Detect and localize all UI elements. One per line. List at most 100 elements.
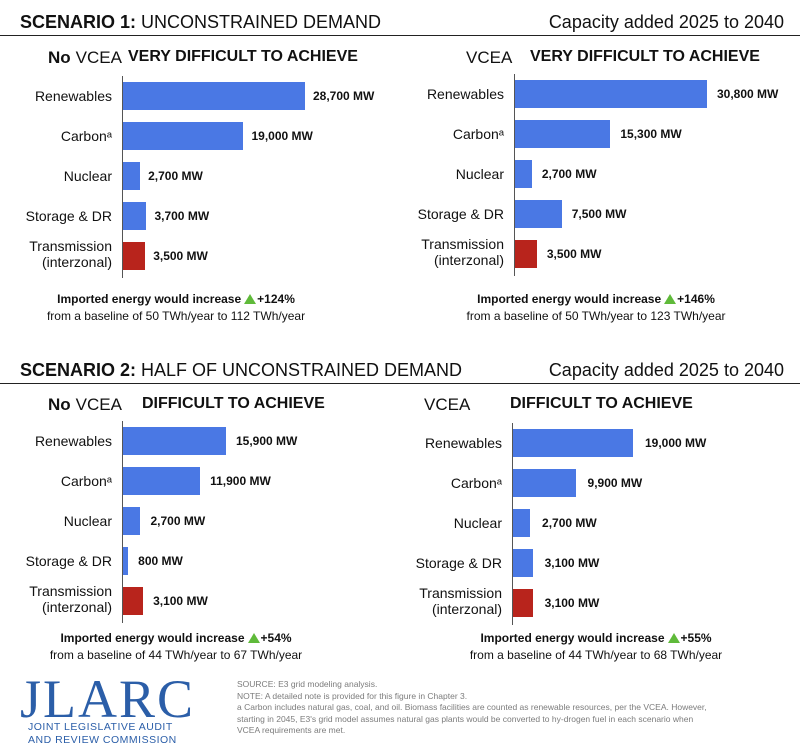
baseline-note: from a baseline of 50 TWh/year to 112 TW… [46, 309, 306, 323]
imported-energy-note: Imported energy would increase +146% [477, 292, 715, 306]
category-label: Renewables [424, 435, 502, 451]
chart-title: DIFFICULT TO ACHIEVE [510, 395, 693, 412]
bar [123, 587, 144, 615]
chart-axis-line [514, 74, 515, 276]
bar [513, 549, 533, 577]
baseline-note: from a baseline of 44 TWh/year to 68 TWh… [469, 648, 723, 662]
up-triangle-icon [244, 294, 257, 304]
category-label: Storage & DR [25, 208, 112, 224]
data-label: 28,700 MW [313, 89, 375, 103]
category-label: Transmission (interzonal) [421, 236, 504, 268]
scenario-2-title: SCENARIO 2: HALF OF UNCONSTRAINED DEMAND [20, 360, 463, 380]
data-label: 3,100 MW [544, 556, 600, 570]
bar [123, 547, 129, 575]
category-label: Transmission (interzonal) [29, 238, 112, 270]
scenario-2-capacity-label: Capacity added 2025 to 2040 [548, 360, 784, 380]
chart-scenario1-no-vcea: No VCEA VERY DIFFICULT TO ACHIEVE Renewable… [0, 48, 400, 328]
jlarc-logo: JLARC JOINT LEGISLATIVE AUDIT AND REVIEW… [20, 669, 230, 746]
data-label: 2,700 MW [541, 167, 597, 181]
data-label: 3,100 MW [153, 594, 208, 608]
data-label: 15,900 MW [236, 434, 298, 448]
category-label: Renewables [34, 433, 112, 449]
panel-label: VCEA [466, 48, 513, 67]
bar [123, 82, 305, 110]
bar [513, 429, 633, 457]
category-label: Nuclear [63, 168, 112, 184]
panel-label: VCEA [424, 395, 471, 414]
data-label: 3,100 MW [544, 596, 600, 610]
data-label: 9,900 MW [587, 476, 643, 490]
category-label: Transmission (interzonal) [29, 583, 112, 615]
chart-title: VERY DIFFICULT TO ACHIEVE [128, 48, 358, 65]
data-label: 30,800 MW [717, 87, 779, 101]
logo-subtitle-line2: AND REVIEW COMMISSION [28, 734, 177, 746]
panel-label: No VCEA [48, 48, 122, 67]
scenario-2-header: SCENARIO 2: HALF OF UNCONSTRAINED DEMAND… [0, 356, 800, 384]
chart-axis-line [512, 423, 513, 625]
note-detail: NOTE: A detailed note is provided for th… [237, 690, 468, 701]
chart-scenario2-vcea: VCEA DIFFICULT TO ACHIEVE Renewables 19,000… [400, 395, 800, 675]
note-carbon-b: starting in 2045, E3's grid model assume… [237, 713, 694, 724]
up-triangle-icon [667, 633, 680, 643]
data-label: 2,700 MW [148, 169, 203, 183]
bar [513, 469, 576, 497]
scenario-1-capacity-label: Capacity added 2025 to 2040 [548, 12, 784, 32]
footnotes: SOURCE: E3 grid modeling analysis. NOTE:… [237, 679, 797, 737]
data-label: 2,700 MW [542, 516, 597, 530]
category-label: Carbonᵃ [450, 475, 502, 491]
logo-wordmark: JLARC [20, 669, 196, 729]
data-label: 2,700 MW [150, 514, 206, 528]
bar [123, 122, 244, 150]
imported-energy-note: Imported energy would increase +124% [57, 292, 295, 306]
note-source: SOURCE: E3 grid modeling analysis. [237, 679, 378, 689]
category-label: Renewables [426, 86, 504, 102]
baseline-note: from a baseline of 44 TWh/year to 67 TWh… [49, 648, 303, 662]
scenario-1-title: SCENARIO 1: UNCONSTRAINED DEMAND [20, 12, 382, 32]
chart-title: VERY DIFFICULT TO ACHIEVE [530, 48, 760, 65]
chart-axis-line [122, 76, 123, 278]
bar [515, 160, 532, 188]
data-label: 3,700 MW [154, 209, 210, 223]
category-label: Nuclear [63, 513, 112, 529]
bar [123, 242, 146, 270]
category-label: Transmission (interzonal) [419, 585, 502, 617]
data-label: 3,500 MW [546, 247, 602, 261]
bar [123, 162, 141, 190]
imported-energy-note: Imported energy would increase +54% [60, 631, 292, 645]
panel-label: No VCEA [48, 395, 122, 414]
bar [123, 507, 141, 535]
category-label: Carbonᵃ [452, 126, 504, 142]
bar [513, 509, 531, 537]
bar [515, 240, 537, 268]
note-carbon-a: a Carbon includes natural gas, coal, and… [237, 702, 707, 712]
note-carbon-c: VCEA requirements are met. [237, 725, 346, 735]
category-label: Storage & DR [25, 553, 112, 569]
bar [515, 80, 707, 108]
category-label: Storage & DR [417, 206, 504, 222]
bar [513, 589, 533, 617]
bar [123, 427, 226, 455]
category-label: Carbonᵃ [60, 128, 112, 144]
scenario-1-header: SCENARIO 1: UNCONSTRAINED DEMAND Capacit… [0, 8, 800, 36]
data-label: 11,900 MW [210, 474, 271, 488]
chart-scenario1-vcea: VCEA VERY DIFFICULT TO ACHIEVE Renewables 3… [400, 48, 800, 328]
data-label: 19,000 MW [251, 129, 313, 143]
chart-scenario2-no-vcea: No VCEA DIFFICULT TO ACHIEVE Renewables 15,9… [0, 395, 400, 675]
category-label: Nuclear [453, 515, 502, 531]
data-label: 15,300 MW [620, 127, 682, 141]
data-label: 19,000 MW [645, 436, 707, 450]
bar [123, 467, 201, 495]
bar [123, 202, 147, 230]
category-label: Nuclear [455, 166, 504, 182]
category-label: Storage & DR [415, 555, 502, 571]
data-label: 3,500 MW [153, 249, 208, 263]
baseline-note: from a baseline of 50 TWh/year to 123 TW… [466, 309, 726, 323]
up-triangle-icon [247, 633, 260, 643]
imported-energy-note: Imported energy would increase +55% [480, 631, 712, 645]
bar [515, 200, 562, 228]
category-label: Carbonᵃ [60, 473, 112, 489]
logo-subtitle-line1: JOINT LEGISLATIVE AUDIT [28, 721, 173, 733]
chart-axis-line [122, 421, 123, 623]
up-triangle-icon [664, 294, 677, 304]
data-label: 7,500 MW [571, 207, 627, 221]
